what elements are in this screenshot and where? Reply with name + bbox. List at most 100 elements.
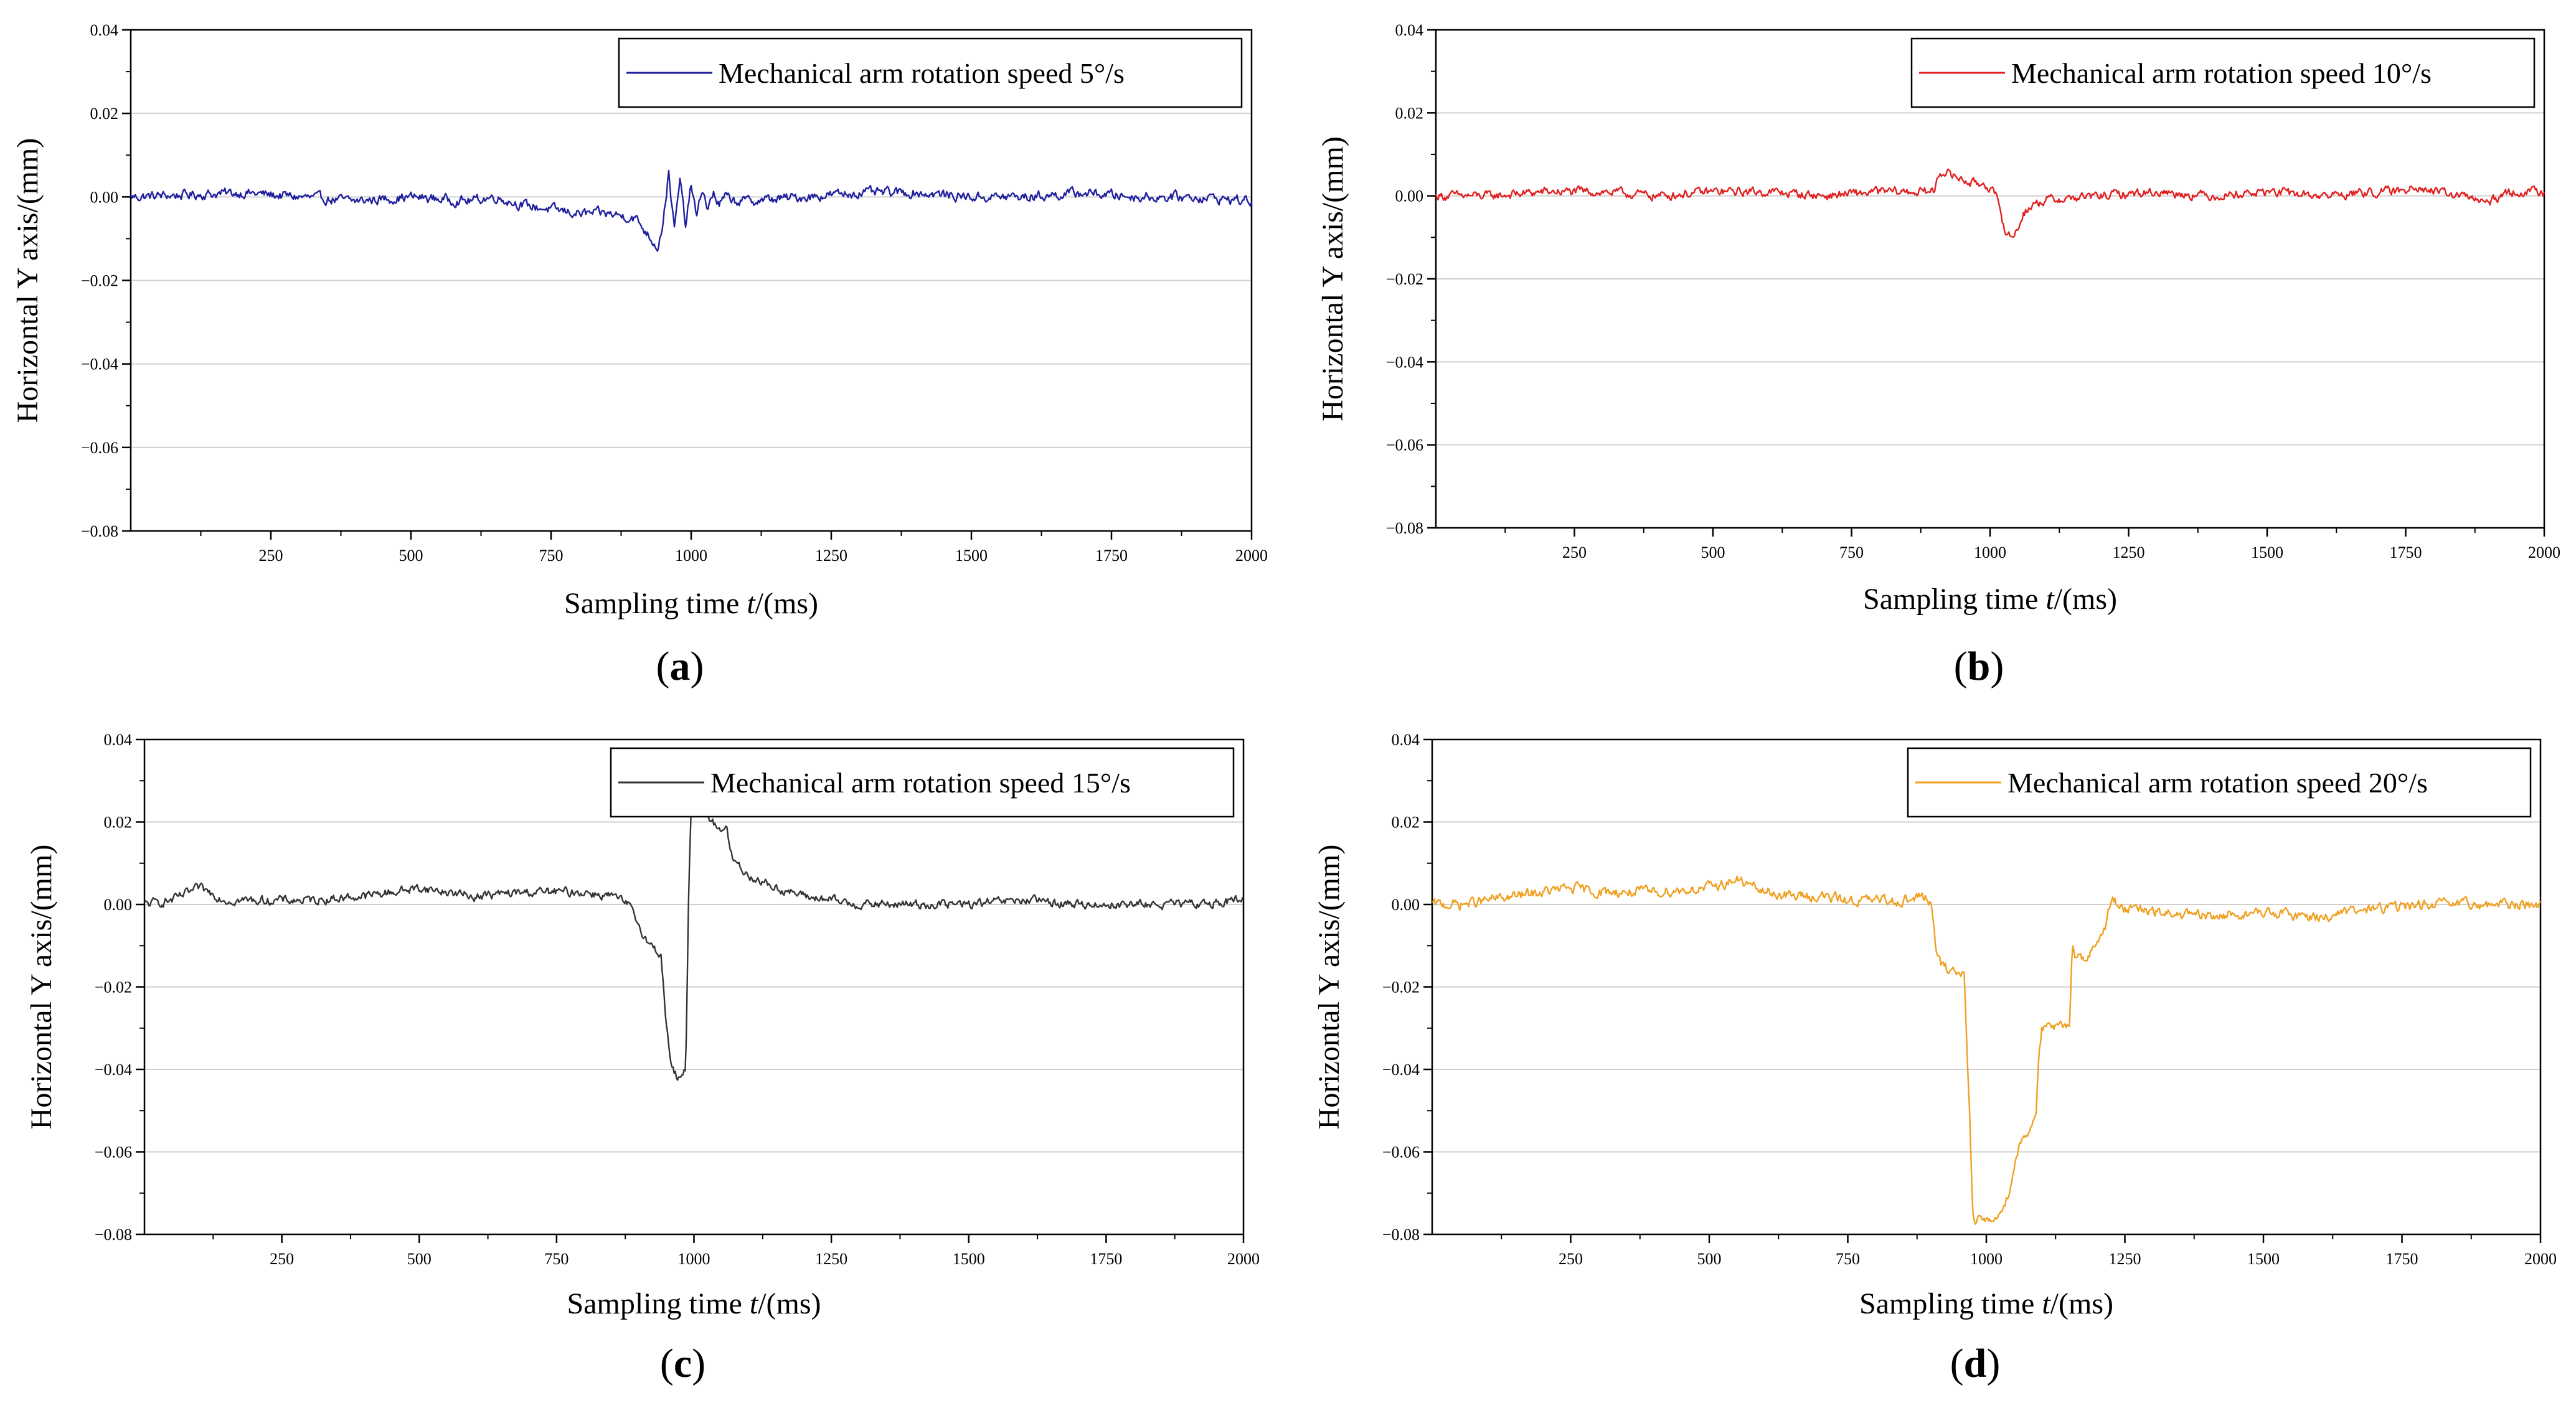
x-axis-title-prefix: Sampling time bbox=[564, 587, 747, 620]
y-tick-label: 0.02 bbox=[1395, 104, 1424, 122]
x-tick-label: 1750 bbox=[1090, 1250, 1122, 1268]
x-axis-title-var: t bbox=[750, 1287, 759, 1320]
y-tick-label: 0.04 bbox=[1395, 21, 1424, 39]
legend-label: Mechanical arm rotation speed 15°/s bbox=[710, 767, 1131, 799]
x-axis-title-suffix: /(ms) bbox=[2050, 1287, 2113, 1320]
x-axis-title-prefix: Sampling time bbox=[567, 1287, 750, 1320]
x-axis-title: Sampling time t/(ms) bbox=[1859, 1287, 2113, 1320]
x-tick-label: 1000 bbox=[678, 1250, 710, 1268]
panel-label-open: ( bbox=[656, 644, 670, 689]
y-tick-label: 0.00 bbox=[90, 188, 119, 206]
x-tick-label: 2000 bbox=[1227, 1250, 1260, 1268]
x-axis-title: Sampling time t/(ms) bbox=[1863, 583, 2117, 616]
x-tick-label: 2000 bbox=[1235, 547, 1268, 565]
y-tick-label: 0.00 bbox=[1395, 187, 1424, 205]
panel-label-open: ( bbox=[1954, 644, 1968, 689]
x-tick-label: 1000 bbox=[675, 547, 707, 565]
series-line-b bbox=[1435, 168, 2545, 238]
x-axis-title-var: t bbox=[2045, 583, 2055, 616]
x-tick-label: 1500 bbox=[953, 1250, 985, 1268]
y-tick-label: −0.06 bbox=[1386, 436, 1423, 454]
x-axis-title-prefix: Sampling time bbox=[1863, 583, 2045, 616]
y-axis-title: Horizontal Y axis/(mm) bbox=[1313, 845, 1346, 1130]
x-tick-label: 1500 bbox=[2251, 543, 2283, 561]
x-axis-title-var: t bbox=[2042, 1287, 2051, 1320]
x-tick-label: 1000 bbox=[1970, 1250, 2003, 1268]
y-tick-label: −0.02 bbox=[1386, 270, 1423, 288]
panel-label-open: ( bbox=[1950, 1341, 1964, 1386]
y-tick-label: −0.04 bbox=[81, 355, 118, 373]
y-tick-label: 0.02 bbox=[1392, 814, 1420, 832]
panel-label-close: ) bbox=[1986, 1341, 2000, 1386]
panel-label: (b) bbox=[1954, 644, 2004, 689]
legend-label: Mechanical arm rotation speed 10°/s bbox=[2011, 57, 2432, 89]
y-tick-label: −0.08 bbox=[1386, 519, 1423, 537]
legend-box bbox=[1907, 747, 2532, 818]
x-tick-label: 250 bbox=[270, 1250, 294, 1268]
y-axis-title: Horizontal Y axis/(mm) bbox=[11, 138, 44, 423]
chart-panel-d: 0.04 0.02 0.00 −0.02 −0.04 −0.06 −0.08 250 500 75… bbox=[1313, 731, 2557, 1386]
y-tick-label: 0.04 bbox=[90, 21, 119, 39]
chart-panel-c: 0.04 0.02 0.00 −0.02 −0.04 −0.06 −0.08 250 500 75… bbox=[25, 731, 1260, 1386]
x-tick-label: 1750 bbox=[2386, 1250, 2418, 1268]
panel-label-close: ) bbox=[1990, 644, 2004, 689]
x-tick-label: 2000 bbox=[2524, 1250, 2557, 1268]
x-tick-label: 500 bbox=[1697, 1250, 1722, 1268]
series-line-d bbox=[1432, 875, 2542, 1225]
x-tick-label: 750 bbox=[1836, 1250, 1860, 1268]
y-tick-label: 0.00 bbox=[1392, 896, 1420, 914]
legend-box bbox=[610, 747, 1235, 818]
panel-label-letter: a bbox=[670, 644, 691, 689]
y-tick-label: −0.08 bbox=[1382, 1226, 1420, 1244]
x-tick-label: 1250 bbox=[815, 1250, 847, 1268]
y-tick-label: 0.02 bbox=[90, 105, 119, 123]
y-tick-label: −0.02 bbox=[1382, 979, 1420, 997]
x-tick-label: 1250 bbox=[815, 547, 847, 565]
y-tick-label: −0.06 bbox=[95, 1143, 132, 1162]
x-tick-label: 250 bbox=[1562, 543, 1587, 561]
x-tick-label: 750 bbox=[1839, 543, 1864, 561]
chart-panel-a: 0.04 0.02 0.00 −0.02 −0.04 −0.06 −0.08 250 500 75… bbox=[11, 21, 1268, 689]
x-axis-title-suffix: /(ms) bbox=[2054, 583, 2117, 616]
y-tick-label: 0.02 bbox=[104, 814, 133, 832]
y-tick-label: −0.04 bbox=[1386, 353, 1423, 371]
y-tick-label: −0.08 bbox=[81, 522, 118, 540]
y-tick-label: 0.00 bbox=[104, 896, 133, 914]
panel-label: (a) bbox=[656, 644, 704, 689]
x-tick-label: 2000 bbox=[2528, 543, 2560, 561]
x-tick-label: 500 bbox=[407, 1250, 432, 1268]
y-tick-label: −0.08 bbox=[95, 1226, 132, 1244]
x-tick-label: 1500 bbox=[2247, 1250, 2280, 1268]
x-tick-label: 1250 bbox=[2109, 1250, 2141, 1268]
y-axis-title: Horizontal Y axis/(mm) bbox=[1316, 136, 1349, 421]
y-tick-label: −0.02 bbox=[95, 979, 132, 997]
x-tick-label: 1250 bbox=[2113, 543, 2145, 561]
x-axis-title-suffix: /(ms) bbox=[755, 587, 818, 620]
y-axis-title: Horizontal Y axis/(mm) bbox=[25, 845, 58, 1130]
y-tick-label: −0.04 bbox=[95, 1061, 132, 1079]
panel-label-close: ) bbox=[691, 644, 704, 689]
x-tick-label: 1000 bbox=[1974, 543, 2006, 561]
chart-panel-b: 0.04 0.02 0.00 −0.02 −0.04 −0.06 −0.08 250 500 75… bbox=[1316, 21, 2560, 689]
y-tick-label: 0.04 bbox=[1392, 731, 1420, 749]
legend-box bbox=[618, 37, 1243, 108]
panel-label: (d) bbox=[1950, 1341, 2001, 1386]
y-tick-label: −0.02 bbox=[81, 272, 118, 290]
panel-label-letter: d bbox=[1964, 1341, 1987, 1386]
y-tick-label: 0.04 bbox=[104, 731, 133, 749]
y-tick-label: −0.04 bbox=[1382, 1061, 1420, 1079]
x-tick-label: 500 bbox=[1701, 543, 1725, 561]
y-tick-label: −0.06 bbox=[1382, 1143, 1420, 1162]
x-tick-label: 1750 bbox=[2390, 543, 2422, 561]
panel-label-letter: c bbox=[674, 1341, 692, 1386]
x-axis-title-var: t bbox=[747, 587, 756, 620]
x-axis-title: Sampling time t/(ms) bbox=[567, 1287, 821, 1320]
x-tick-label: 250 bbox=[1559, 1250, 1583, 1268]
legend-box bbox=[1910, 37, 2536, 108]
x-tick-label: 500 bbox=[399, 547, 423, 565]
legend-label: Mechanical arm rotation speed 5°/s bbox=[719, 57, 1125, 89]
x-tick-label: 750 bbox=[539, 547, 564, 565]
x-tick-label: 250 bbox=[259, 547, 283, 565]
series-line-a bbox=[130, 169, 1253, 252]
